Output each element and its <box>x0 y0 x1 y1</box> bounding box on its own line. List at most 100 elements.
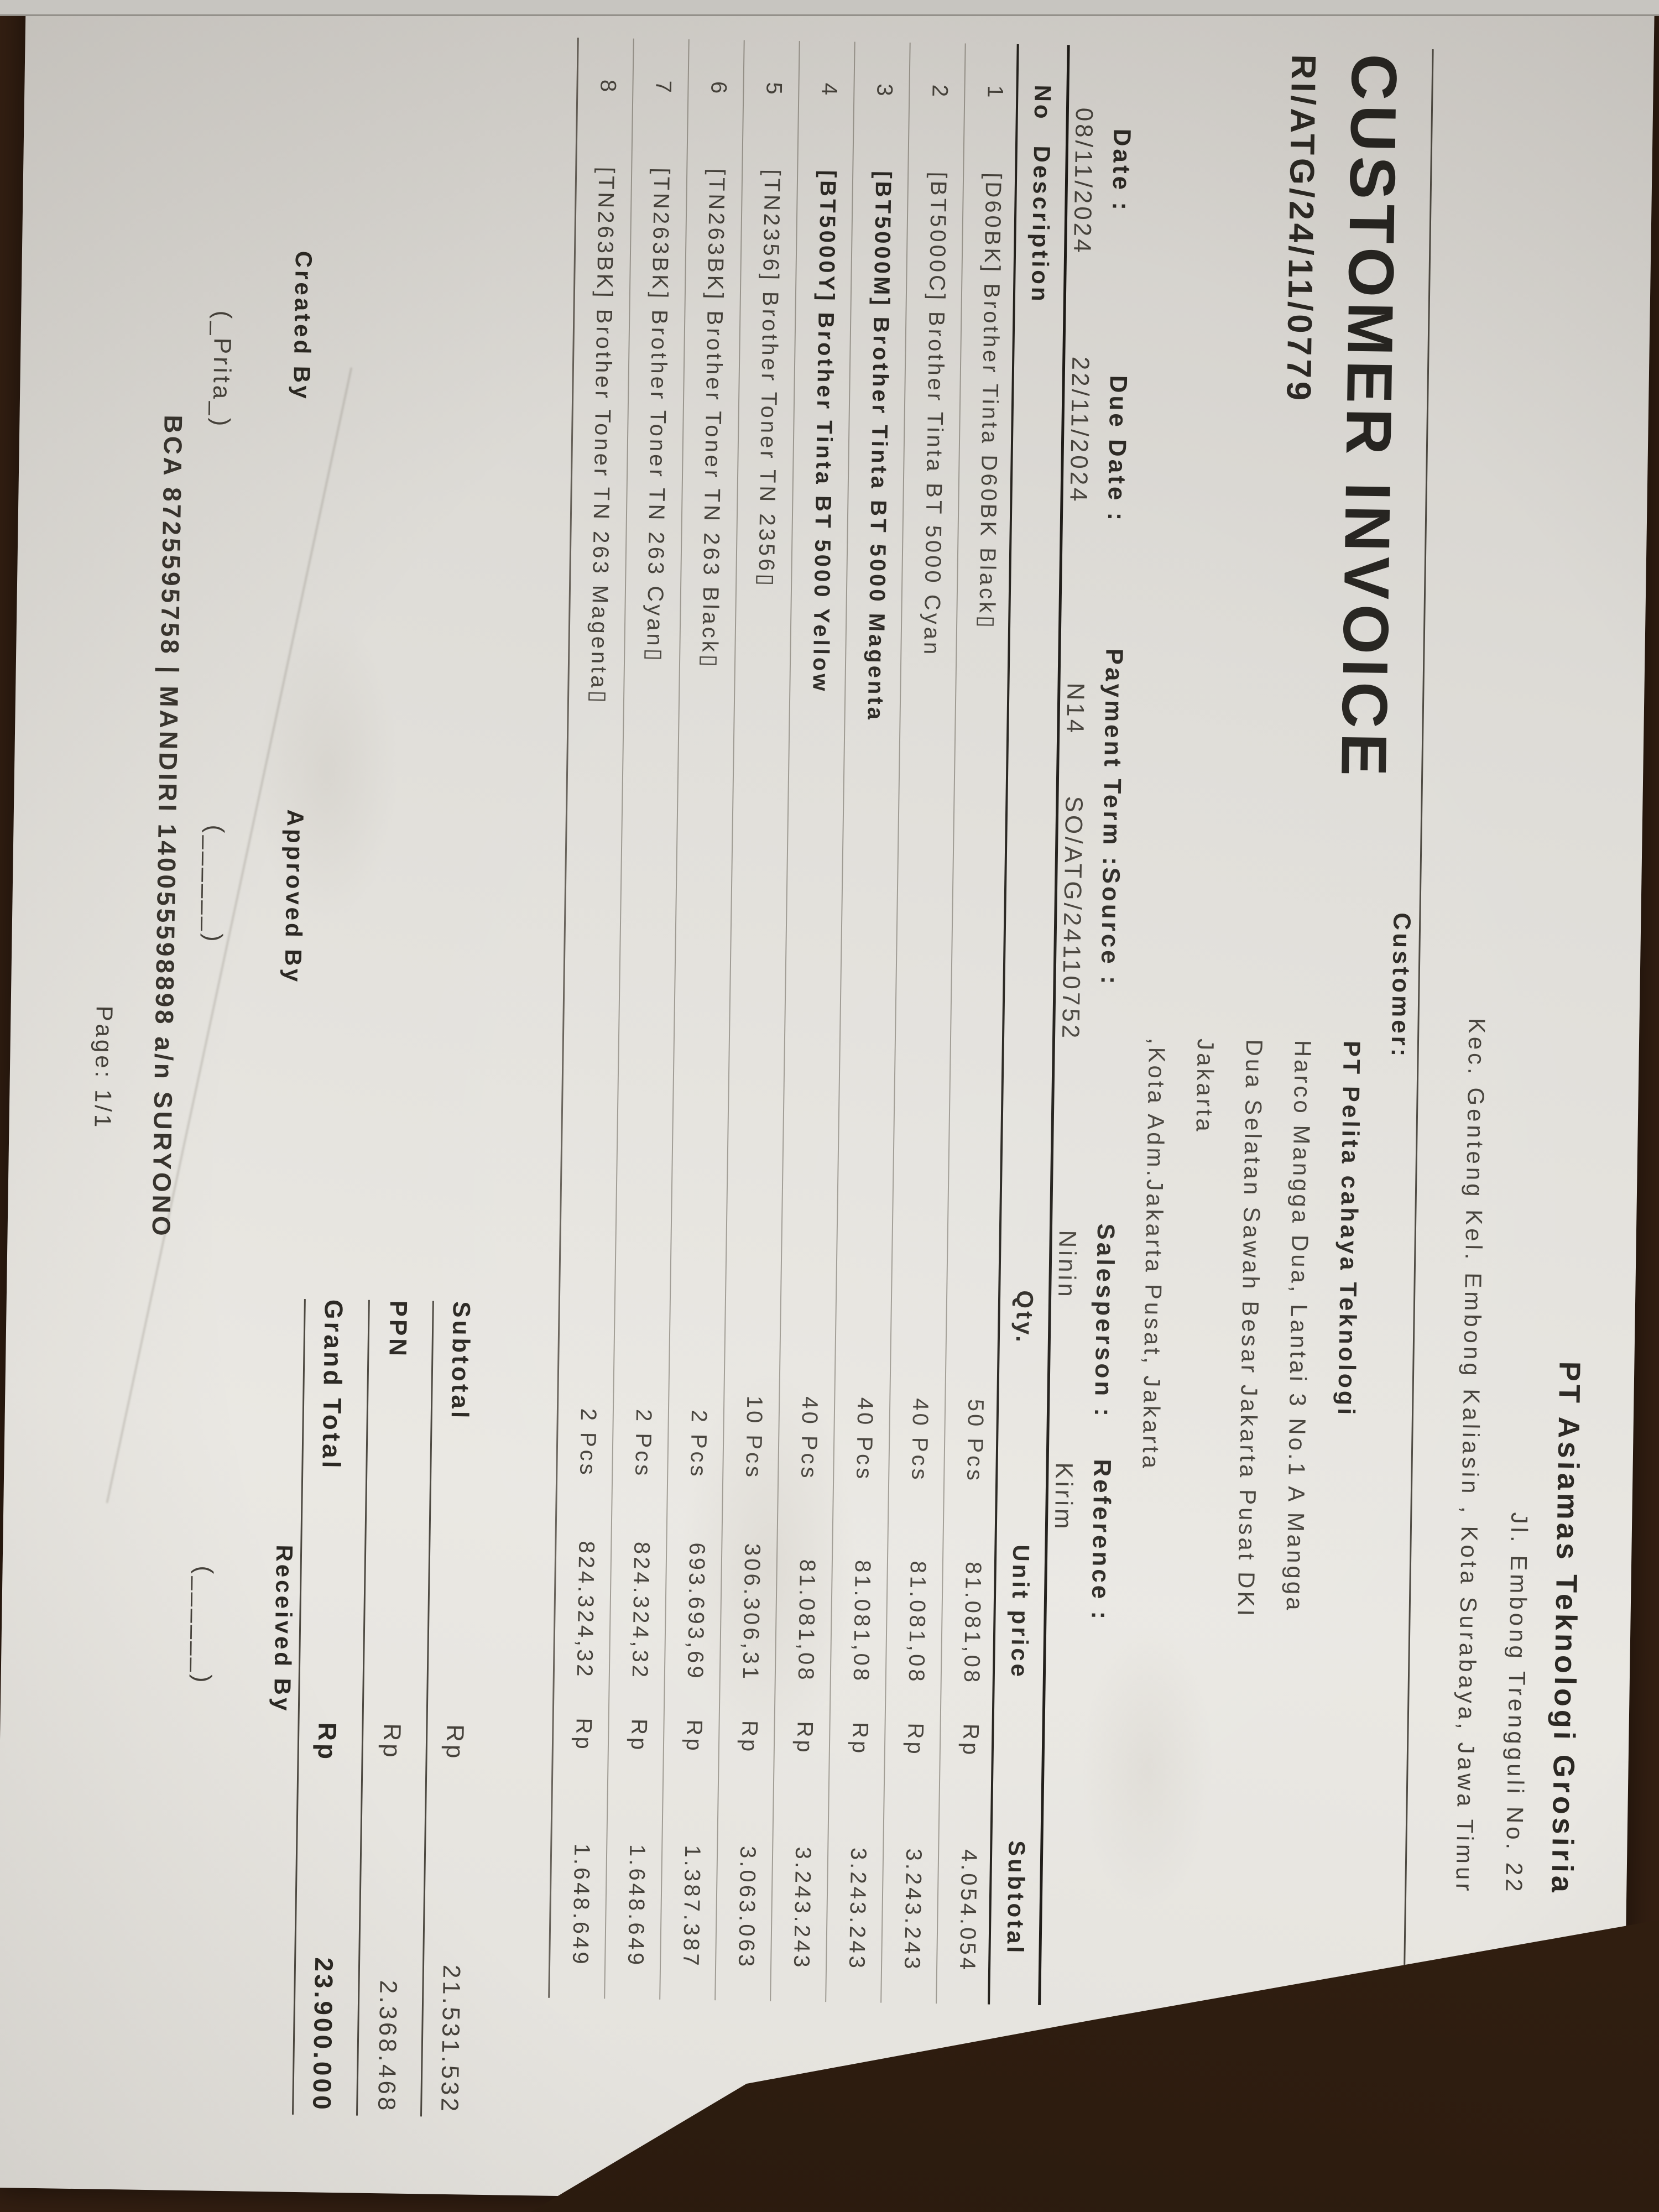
totals-ppn-currency: Rp <box>378 1723 406 1761</box>
row-2-no: 2 <box>927 84 952 100</box>
approved-by-signature: (______) <box>200 825 229 945</box>
row-1-unit-price: 81.081,08 <box>959 1561 985 1686</box>
row-1-subtotal: 4.054.054 <box>954 1849 982 1973</box>
salesperson-value: Ninin <box>1053 1230 1081 1300</box>
row-8-unit-price: 824.324,32 <box>572 1541 599 1679</box>
date-value: 08/11/2024 <box>1068 107 1098 256</box>
page-number: Page: 1/1 <box>90 1005 118 1130</box>
created-by-label: Created By <box>288 251 317 401</box>
row-5-subtotal: 3.063.063 <box>733 1845 760 1970</box>
received-by-label: Received By <box>269 1545 298 1714</box>
approved-by-label: Approved By <box>280 809 309 985</box>
row-4-no: 4 <box>817 82 842 98</box>
invoice-number: RI/ATG/24/11/0779 <box>1279 54 1323 404</box>
row-6-qty: 2 Pcs <box>686 1410 711 1479</box>
totals-grand-total-value: 23.900.000 <box>307 1957 339 2113</box>
totals-subtotal-currency: Rp <box>441 1724 469 1761</box>
row-3-subtotal: 3.243.243 <box>844 1847 871 1971</box>
source-label: Source : <box>1095 867 1125 987</box>
reference-value: Kirim <box>1049 1462 1078 1532</box>
table-header-no: No <box>1029 85 1056 122</box>
totals-ppn-label: PPN <box>384 1300 412 1359</box>
row-4-subtotal: 3.243.243 <box>789 1846 816 1970</box>
row-5-unit-price: 306.306,31 <box>738 1543 765 1682</box>
row-5-qty: 10 Pcs <box>741 1395 767 1480</box>
totals-rule <box>356 1300 370 2116</box>
paper-crease <box>106 367 352 1504</box>
totals-ppn-value: 2.368.468 <box>373 1980 402 2114</box>
row-1-qty: 50 Pcs <box>962 1399 988 1484</box>
row-5-currency: Rp <box>737 1720 762 1755</box>
totals-subtotal-value: 21.531.532 <box>436 1964 466 2115</box>
row-8-currency: Rp <box>571 1718 596 1752</box>
customer-address-line4: ,Kota Adm.Jakarta Pusat, Jakarta <box>1138 1037 1171 1472</box>
row-1-no: 1 <box>983 85 1008 101</box>
row-3-unit-price: 81.081,08 <box>848 1559 875 1684</box>
row-7-unit-price: 824.324,32 <box>627 1541 654 1681</box>
row-7-no: 7 <box>651 80 676 96</box>
salesperson-label: Salesperson : <box>1089 1223 1120 1420</box>
row-8-no: 8 <box>596 79 620 95</box>
row-7-qty: 2 Pcs <box>630 1408 656 1479</box>
photo-top-edge <box>0 0 1659 16</box>
totals-grand-total-currency: Rp <box>312 1722 342 1762</box>
row-4-qty: 40 Pcs <box>796 1396 822 1481</box>
totals-subtotal-label: Subtotal <box>446 1301 475 1421</box>
row-5-no: 5 <box>761 82 786 97</box>
row-8-qty: 2 Pcs <box>575 1408 601 1478</box>
bank-accounts-line: BCA 8725595758 | MANDIRI 140055598898 a/… <box>147 414 188 1239</box>
row-2-unit-price: 81.081,08 <box>904 1561 930 1684</box>
created-by-signature: (_Prita_) <box>207 310 237 429</box>
table-bottom-border <box>548 38 579 1998</box>
row-4-unit-price: 81.081,08 <box>793 1559 820 1683</box>
customer-label: Customer: <box>1386 912 1416 1060</box>
payment-term-value: N14 <box>1061 682 1089 736</box>
row-6-no: 6 <box>706 81 731 97</box>
row-3-qty: 40 Pcs <box>852 1397 878 1482</box>
reference-label: Reference : <box>1086 1459 1116 1623</box>
row-4-currency: Rp <box>792 1721 817 1756</box>
row-1-currency: Rp <box>958 1723 983 1758</box>
table-header-subtotal: Subtotal <box>1002 1840 1030 1956</box>
company-name: PT Asiamas Teknologi Grosiria <box>1545 1361 1587 1896</box>
date-label: Date : <box>1107 128 1136 213</box>
customer-address-line2: Dua Selatan Sawah Besar Jakarta Pusat DK… <box>1233 1039 1268 1619</box>
bleedthrough-smudge <box>1078 1623 1216 1913</box>
due-date-label: Due Date : <box>1102 375 1132 524</box>
row-6-description: [TN263BK] Brother Toner TN 263 Black▯ <box>697 168 729 670</box>
table-header-qty: Qty. <box>1011 1290 1039 1345</box>
row-8-subtotal: 1.648.649 <box>568 1843 594 1967</box>
customer-address-line3: Jakarta <box>1191 1038 1219 1135</box>
row-3-description: [BT5000M] Brother Tinta BT 5000 Magenta <box>863 171 896 723</box>
table-header-description: Description <box>1026 145 1055 304</box>
bleedthrough-smudge <box>252 615 401 927</box>
payment-term-label: Payment Term : <box>1097 648 1128 868</box>
totals-rule <box>420 1301 434 2117</box>
received-by-signature: (______) <box>189 1566 218 1686</box>
table-header-unit-price: Unit price <box>1006 1544 1035 1680</box>
customer-name: PT Pelita cahaya Teknologi <box>1332 1040 1365 1418</box>
row-1-description: [D60BK] Brother Tinta D60BK Black▯ <box>974 172 1006 631</box>
row-4-description: [BT5000Y] Brother Tinta BT 5000 Yellow <box>808 170 841 694</box>
row-3-no: 3 <box>872 84 897 99</box>
row-2-qty: 40 Pcs <box>907 1397 933 1483</box>
row-7-currency: Rp <box>626 1718 651 1753</box>
due-date-value: 22/11/2024 <box>1065 356 1094 504</box>
row-2-subtotal: 3.243.243 <box>899 1848 926 1972</box>
row-3-currency: Rp <box>847 1721 873 1756</box>
row-6-unit-price: 693.693,69 <box>682 1542 709 1681</box>
row-6-currency: Rp <box>681 1719 707 1754</box>
totals-grand-total-label: Grand Total <box>317 1299 348 1471</box>
row-7-description: [TN263BK] Brother Toner TN 263 Cyan▯ <box>642 168 674 664</box>
customer-address-line1: Harco Mangga Dua, Lantai 3 No.1 A Mangga <box>1281 1040 1317 1613</box>
row-2-description: [BT5000C] Brother Tinta BT 5000 Cyan <box>919 171 951 658</box>
row-8-description: [TN263BK] Brother Toner TN 263 Magenta▯ <box>586 166 619 706</box>
source-value: SO/ATG/24110752 <box>1056 796 1088 1041</box>
row-6-subtotal: 1.387.387 <box>679 1845 705 1969</box>
row-2-currency: Rp <box>902 1723 928 1757</box>
row-7-subtotal: 1.648.649 <box>623 1844 650 1968</box>
company-address-line1: Jl. Embong Trengguli No. 22 <box>1501 1512 1533 1895</box>
company-address-line2: Kec. Genteng Kel. Embong Kaliasin , Kota… <box>1451 1018 1490 1895</box>
